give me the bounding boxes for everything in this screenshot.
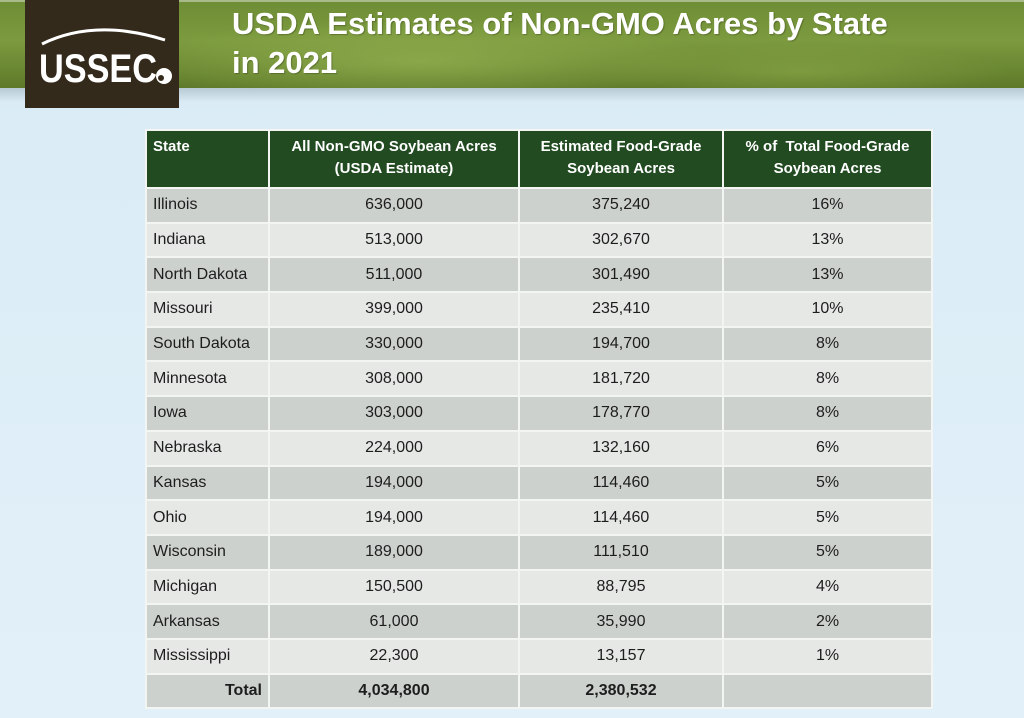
header-line: Soybean Acres [773,160,882,177]
cell-non-gmo-acres: 22,300 [268,637,520,675]
cell-pct-food-grade: 8% [722,395,933,432]
cell-non-gmo-acres: 636,000 [268,187,520,224]
cell-food-grade-acres: 111,510 [518,533,724,571]
cell-pct-food-grade: 2% [722,603,933,640]
cell-non-gmo-acres: 224,000 [268,429,520,467]
table-row: Missouri 399,000 235,410 10% [145,291,933,328]
cell-pct-food-grade: 13% [722,256,933,294]
cell-non-gmo-acres: 330,000 [268,325,520,363]
cell-food-grade-acres: 114,460 [518,499,724,536]
cell-food-grade-acres: 88,795 [518,568,724,606]
cell-pct-food-grade: 6% [722,429,933,467]
cell-non-gmo-acres: 511,000 [268,256,520,294]
cell-pct-food-grade: 4% [722,568,933,606]
column-header-state: State [145,129,270,189]
cell-non-gmo-acres: 61,000 [268,603,520,640]
cell-food-grade-acres: 13,157 [518,637,724,675]
cell-state: Iowa [145,395,270,432]
cell-non-gmo-acres: 303,000 [268,395,520,432]
cell-pct-food-grade: 5% [722,499,933,536]
header-line: % of Total Food-Grade [745,138,910,155]
total-non-gmo-acres: 4,034,800 [268,672,520,710]
cell-state: Kansas [145,464,270,502]
header-line: Soybean Acres [567,160,675,177]
cell-state: North Dakota [145,256,270,294]
ussec-logo: USSEC [25,0,179,108]
cell-state: Wisconsin [145,533,270,571]
cell-pct-food-grade: 10% [722,291,933,328]
table-row: Arkansas 61,000 35,990 2% [145,603,933,640]
title-line-2: in 2021 [232,45,338,80]
table-row: Ohio 194,000 114,460 5% [145,499,933,536]
cell-state: Minnesota [145,360,270,398]
cell-state: Michigan [145,568,270,606]
column-header-pct-food-grade: % of Total Food-Grade Soybean Acres [722,129,933,189]
total-label: Total [145,672,270,710]
cell-state: Ohio [145,499,270,536]
cell-non-gmo-acres: 150,500 [268,568,520,606]
cell-pct-food-grade: 8% [722,360,933,398]
header-line: Estimated Food-Grade [540,138,702,155]
cell-non-gmo-acres: 189,000 [268,533,520,571]
cell-state: South Dakota [145,325,270,363]
cell-food-grade-acres: 181,720 [518,360,724,398]
total-pct-food-grade [722,672,933,710]
banner-shadow [0,88,1024,102]
cell-state: Indiana [145,221,270,259]
cell-food-grade-acres: 235,410 [518,291,724,328]
table-row: Kansas 194,000 114,460 5% [145,464,933,502]
table-header-row: State All Non-GMO Soybean Acres (USDA Es… [145,129,933,189]
acres-table: State All Non-GMO Soybean Acres (USDA Es… [145,129,933,710]
cell-food-grade-acres: 302,670 [518,221,724,259]
cell-state: Illinois [145,187,270,224]
table-row: Minnesota 308,000 181,720 8% [145,360,933,398]
cell-food-grade-acres: 114,460 [518,464,724,502]
title-line-1: USDA Estimates of Non-GMO Acres by State [232,6,888,41]
header-line: (USDA Estimate) [334,160,454,177]
cell-pct-food-grade: 16% [722,187,933,224]
cell-food-grade-acres: 132,160 [518,429,724,467]
ussec-logo-icon: USSEC [39,28,172,91]
cell-pct-food-grade: 5% [722,464,933,502]
cell-food-grade-acres: 194,700 [518,325,724,363]
table-row: Wisconsin 189,000 111,510 5% [145,533,933,571]
table-total-row: Total 4,034,800 2,380,532 [145,672,933,710]
cell-state: Mississippi [145,637,270,675]
table-row: South Dakota 330,000 194,700 8% [145,325,933,363]
cell-food-grade-acres: 178,770 [518,395,724,432]
cell-food-grade-acres: 301,490 [518,256,724,294]
cell-pct-food-grade: 5% [722,533,933,571]
cell-state: Missouri [145,291,270,328]
table-body: Illinois 636,000 375,240 16% Indiana 513,000 3… [145,187,933,710]
cell-pct-food-grade: 1% [722,637,933,675]
table-row: Mississippi 22,300 13,157 1% [145,637,933,675]
header-line: All Non-GMO Soybean Acres [291,138,497,155]
page-title: USDA Estimates of Non-GMO Acres by State… [232,4,992,82]
cell-food-grade-acres: 35,990 [518,603,724,640]
total-food-grade-acres: 2,380,532 [518,672,724,710]
table-row: North Dakota 511,000 301,490 13% [145,256,933,294]
table-row: Indiana 513,000 302,670 13% [145,221,933,259]
cell-non-gmo-acres: 194,000 [268,499,520,536]
cell-non-gmo-acres: 308,000 [268,360,520,398]
cell-state: Nebraska [145,429,270,467]
table-row: Iowa 303,000 178,770 8% [145,395,933,432]
column-header-food-grade-acres: Estimated Food-Grade Soybean Acres [518,129,724,189]
logo-text: USSEC [39,47,157,91]
cell-non-gmo-acres: 194,000 [268,464,520,502]
table-row: Illinois 636,000 375,240 16% [145,187,933,224]
cell-non-gmo-acres: 513,000 [268,221,520,259]
cell-food-grade-acres: 375,240 [518,187,724,224]
cell-pct-food-grade: 8% [722,325,933,363]
cell-non-gmo-acres: 399,000 [268,291,520,328]
table-row: Nebraska 224,000 132,160 6% [145,429,933,467]
cell-pct-food-grade: 13% [722,221,933,259]
table-row: Michigan 150,500 88,795 4% [145,568,933,606]
header-line: State [153,138,190,155]
column-header-non-gmo-acres: All Non-GMO Soybean Acres (USDA Estimate… [268,129,520,189]
cell-state: Arkansas [145,603,270,640]
